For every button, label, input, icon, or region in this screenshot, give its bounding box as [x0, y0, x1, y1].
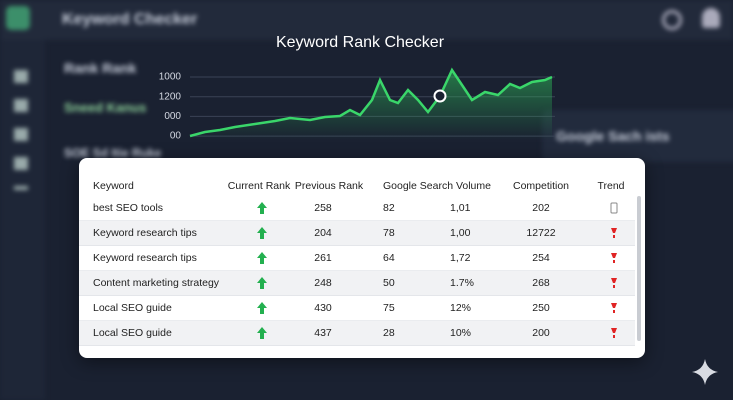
cell: 78 — [383, 227, 395, 239]
bg-item: SOE Sd Itie Ruke — [64, 146, 162, 160]
cell: 268 — [532, 277, 550, 289]
cell: Content marketing strategy — [93, 277, 220, 289]
cell: 1,01 — [450, 202, 471, 214]
cell: Keyword research tips — [93, 252, 197, 264]
cell: 10% — [450, 327, 471, 339]
sidebar-icons[interactable] — [14, 70, 28, 190]
y-tick-label: 1000 — [159, 72, 182, 83]
y-tick-label: 1200 — [159, 91, 182, 102]
chart-line — [189, 67, 553, 138]
app-logo — [6, 6, 30, 30]
trend-icon — [611, 278, 617, 288]
up-arrow-icon — [257, 277, 267, 289]
trend-icon — [611, 253, 617, 263]
cell: 202 — [532, 202, 550, 214]
cell: 1,72 — [450, 252, 471, 264]
cell: best SEO tools — [93, 202, 163, 214]
column-header: Trend — [597, 180, 624, 192]
cell: Local SEO guide — [93, 302, 172, 314]
column-header: Previous Rank — [295, 180, 364, 192]
trend-icon — [611, 303, 617, 313]
cell: 82 — [383, 202, 395, 214]
keyword-table: Keyword Current Rank Previous Rank Google S… — [79, 180, 641, 346]
cell: 12722 — [526, 227, 555, 239]
trend-icon — [610, 202, 618, 214]
cell: 1.7% — [450, 277, 474, 289]
cell: 28 — [383, 327, 395, 339]
cell: 204 — [314, 227, 332, 239]
bg-item: Rank Rank — [64, 60, 137, 76]
sparkle-icon — [692, 359, 718, 385]
column-header: Current Rank — [228, 180, 291, 192]
up-arrow-icon — [257, 327, 267, 339]
row-stripe — [79, 320, 635, 346]
column-header: Keyword — [93, 180, 134, 192]
cell: Keyword research tips — [93, 227, 197, 239]
cell: 200 — [532, 327, 550, 339]
cell: 430 — [314, 302, 332, 314]
chart-title: Keyword Rank Checker — [276, 34, 445, 51]
trend-icon — [611, 328, 617, 338]
cell: 248 — [314, 277, 332, 289]
app-title: Keyword Checker — [62, 11, 198, 28]
cell: 50 — [383, 277, 395, 289]
up-arrow-icon — [257, 252, 267, 264]
cell: 12% — [450, 302, 471, 314]
cell: 1,00 — [450, 227, 471, 239]
row-stripe — [79, 270, 635, 296]
cell: 250 — [532, 302, 550, 314]
cell: 258 — [314, 202, 332, 214]
side-card-text: Google Sach ists — [556, 128, 670, 144]
keyword-table-card: Keyword Current Rank Previous Rank Google S… — [79, 158, 645, 358]
cell: Local SEO guide — [93, 327, 172, 339]
row-stripe — [79, 220, 635, 246]
up-arrow-icon — [257, 202, 267, 214]
cell: 437 — [314, 327, 332, 339]
top-bar — [0, 0, 733, 40]
chart-area — [190, 70, 552, 140]
cell: 75 — [383, 302, 395, 314]
search-icon[interactable] — [662, 10, 682, 30]
column-header: Competition — [513, 180, 569, 192]
y-tick-label: 00 — [170, 131, 182, 142]
side-card — [542, 110, 733, 162]
y-tick-label: 000 — [164, 111, 181, 122]
bg-item: Sneed Kanus — [64, 100, 147, 115]
cell: 261 — [314, 252, 332, 264]
up-arrow-icon — [257, 302, 267, 314]
up-arrow-icon — [257, 227, 267, 239]
column-header: Google Search Volume — [383, 180, 491, 192]
cell: 254 — [532, 252, 550, 264]
profile-icon[interactable] — [702, 8, 720, 28]
cell: 64 — [383, 252, 395, 264]
trend-icon — [611, 228, 617, 238]
chart-cursor[interactable] — [433, 89, 447, 103]
scrollbar[interactable] — [637, 196, 641, 341]
